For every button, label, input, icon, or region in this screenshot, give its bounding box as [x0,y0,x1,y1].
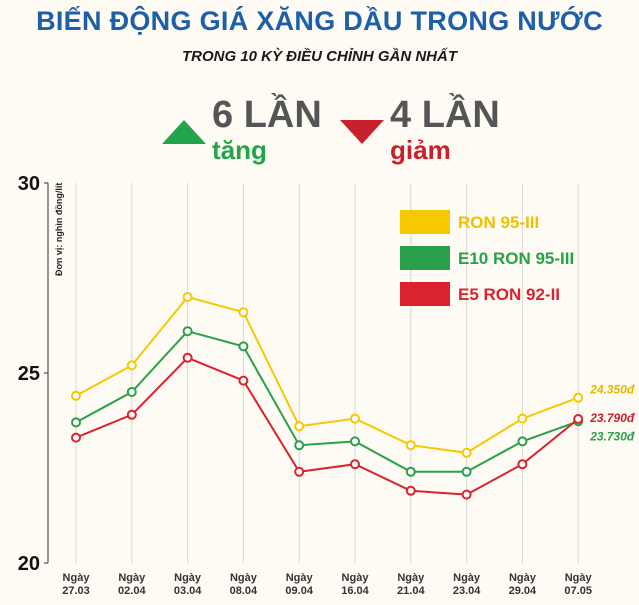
legend-swatch-e5 [400,282,450,306]
data-point [294,421,305,432]
x-tick-label: Ngày 08.04 [230,572,258,597]
data-point [238,375,249,386]
data-point [71,417,81,428]
end-value-label: 24.350đ [589,383,636,397]
data-point [350,413,360,424]
data-point [350,459,360,470]
increase-label: tăng [212,135,267,165]
x-tick-label: Ngày 21.04 [397,572,425,597]
data-point [294,466,305,477]
legend-swatch-ron95 [400,210,450,234]
data-point [517,459,528,470]
data-point [573,392,584,403]
series-line [75,295,579,454]
x-tick-label: Ngày 02.04 [118,572,146,597]
data-point [517,413,528,424]
decrease-label: giảm [390,135,451,165]
y-tick-label: 30 [18,173,40,195]
legend-label-ron95: RON 95-III [458,213,540,232]
data-point [461,447,472,458]
x-tick-label: Ngày 29.04 [509,572,537,597]
increase-triangle-icon [162,120,206,144]
data-point [517,436,528,447]
legend-label-e10: E10 RON 95-III [458,249,575,268]
end-value-label: 23.730đ [589,429,636,443]
data-point [461,466,472,477]
data-point [126,360,137,371]
x-tick-label: Ngày 03.04 [174,572,202,597]
chart-title: BIẾN ĐỘNG GIÁ XĂNG DẦU TRONG NƯỚC [36,6,603,36]
data-point [71,432,81,443]
data-point [238,341,249,352]
series-line [75,356,579,496]
data-point [461,489,472,500]
data-point [573,413,584,424]
data-point [405,466,416,477]
data-point [126,409,137,420]
data-point [182,352,193,363]
data-point [182,326,193,337]
end-value-label: 23.790đ [589,411,636,425]
x-tick-label: Ngày 09.04 [285,572,313,597]
x-tick-label: Ngày 16.04 [341,572,369,597]
y-tick-label: 25 [18,363,40,385]
data-point [294,440,305,451]
data-point [238,307,249,318]
data-point [71,390,81,401]
y-tick-label: 20 [18,553,40,575]
increase-count: 6 LẦN [212,94,322,136]
data-point [126,387,137,397]
legend-label-e5: E5 RON 92-II [458,285,561,304]
x-tick-label: Ngày 27.03 [62,572,90,597]
series-line [75,330,579,473]
data-point [350,436,360,447]
decrease-triangle-icon [340,120,384,144]
x-tick-label: Ngày 23.04 [453,572,481,597]
legend-swatch-e10 [400,246,450,270]
chart-subtitle: TRONG 10 KỲ ĐIỀU CHỈNH GẦN NHẤT [181,48,458,65]
data-point [182,292,193,302]
x-tick-label: Ngày 07.05 [564,572,592,597]
decrease-count: 4 LẦN [390,94,500,136]
data-point [405,485,416,496]
data-point [405,440,416,451]
